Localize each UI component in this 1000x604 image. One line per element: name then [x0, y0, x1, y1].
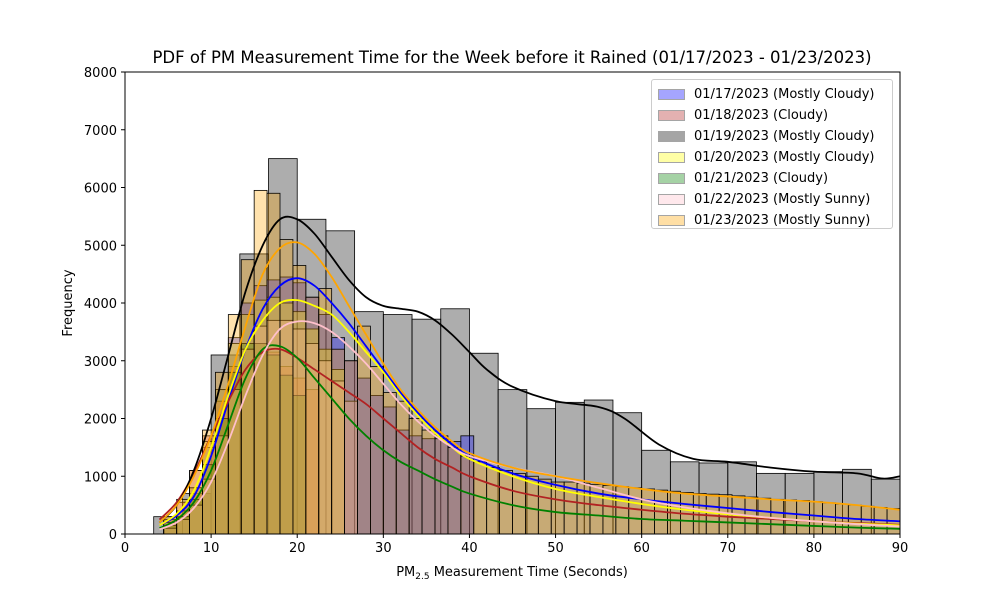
- legend-item: 01/20/2023 (Mostly Cloudy): [658, 147, 892, 168]
- x-tick-label: 70: [720, 541, 737, 556]
- x-axis-label-main: PM: [396, 565, 415, 580]
- histogram-bar: [809, 501, 823, 535]
- histogram-bar: [395, 400, 410, 535]
- histogram-bar: [266, 192, 281, 535]
- x-tick-label: 80: [806, 541, 823, 556]
- legend-label: 01/20/2023 (Mostly Cloudy): [694, 150, 875, 165]
- histogram-bar: [370, 366, 384, 535]
- legend-item: 01/19/2023 (Mostly Cloudy): [658, 126, 892, 147]
- x-axis-label: PM2.5 Measurement Time (Seconds): [396, 565, 628, 582]
- histogram-bar: [796, 500, 810, 535]
- histogram-bar: [292, 265, 307, 535]
- histogram-bar: [612, 412, 643, 535]
- legend-label: 01/17/2023 (Mostly Cloudy): [694, 87, 875, 102]
- histogram-bar: [783, 499, 798, 535]
- legend: 01/17/2023 (Mostly Cloudy) 01/18/2023 (Cl…: [651, 79, 893, 229]
- legend-swatch: [658, 152, 685, 163]
- x-tick-label: 30: [375, 541, 392, 556]
- x-axis-label-sub: 2.5: [415, 572, 429, 582]
- histogram-bar: [421, 429, 436, 535]
- histogram-bar: [583, 399, 614, 535]
- x-axis-label-rest: Measurement Time (Seconds): [430, 565, 628, 580]
- legend-item: 01/17/2023 (Mostly Cloudy): [658, 84, 892, 105]
- legend-label: 01/22/2023 (Mostly Sunny): [694, 192, 871, 207]
- x-tick-label: 0: [121, 541, 129, 556]
- histogram-bar: [784, 472, 815, 535]
- y-tick-label: 5000: [84, 239, 117, 254]
- histogram-bar: [382, 392, 397, 535]
- legend-item: 01/23/2023 (Mostly Sunny): [658, 210, 892, 231]
- histogram-bar: [434, 438, 449, 535]
- x-axis-ticks: 0 10 20 30 40 50 60 70 80 90: [121, 534, 908, 556]
- kde-line-2: [158, 347, 901, 526]
- y-tick-label: 8000: [84, 66, 117, 81]
- x-tick-label: 90: [892, 541, 909, 556]
- legend-label: 01/21/2023 (Cloudy): [694, 171, 829, 186]
- kde-line-3: [158, 215, 901, 524]
- y-tick-label: 2000: [84, 413, 117, 428]
- legend-item: 01/22/2023 (Mostly Sunny): [658, 189, 892, 210]
- chart-title: PDF of PM Measurement Time for the Week …: [152, 48, 871, 67]
- y-tick-label: 1000: [84, 470, 117, 485]
- histogram-bar: [411, 318, 442, 535]
- kde-line-7: [158, 241, 901, 524]
- kde-line-6: [159, 320, 901, 531]
- legend-swatch: [658, 131, 685, 142]
- histogram-bar: [344, 360, 358, 535]
- y-tick-label: 7000: [84, 124, 117, 139]
- legend-label: 01/23/2023 (Mostly Sunny): [694, 213, 871, 228]
- x-tick-label: 60: [633, 541, 650, 556]
- x-tick-label: 40: [461, 541, 478, 556]
- y-axis-label: Frequency: [61, 269, 76, 336]
- histogram-bar: [447, 446, 462, 535]
- x-tick-label: 10: [203, 541, 220, 556]
- y-axis-ticks: 0 1000 2000 3000 4000 5000 6000 7000 8000: [84, 66, 125, 543]
- legend-swatch: [658, 89, 685, 100]
- histogram-bar: [525, 475, 539, 535]
- histogram-bar: [628, 487, 643, 535]
- y-tick-label: 0: [109, 528, 117, 543]
- histogram-bar: [331, 348, 345, 535]
- histogram-bar: [822, 502, 836, 535]
- kde-line-5: [159, 344, 901, 530]
- legend-swatch: [658, 173, 685, 184]
- histogram-bar: [770, 498, 785, 535]
- y-tick-label: 3000: [84, 355, 117, 370]
- histogram-bar: [469, 352, 499, 535]
- histogram-bar: [305, 296, 320, 535]
- histogram-bar: [408, 418, 423, 535]
- hist-series-3: [153, 158, 901, 535]
- histogram-bar: [202, 429, 216, 535]
- legend-swatch: [658, 194, 685, 205]
- x-tick-label: 20: [289, 541, 306, 556]
- legend-swatch: [658, 215, 685, 226]
- legend-swatch: [658, 110, 685, 121]
- kde-line-4: [158, 298, 901, 527]
- legend-label: 01/18/2023 (Cloudy): [694, 108, 829, 123]
- histogram-bar: [382, 314, 413, 535]
- legend-label: 01/19/2023 (Mostly Cloudy): [694, 129, 875, 144]
- legend-item: 01/18/2023 (Cloudy): [658, 105, 892, 126]
- kde-curves: [158, 215, 901, 531]
- legend-item: 01/21/2023 (Cloudy): [658, 168, 892, 189]
- x-tick-label: 50: [547, 541, 564, 556]
- y-tick-label: 4000: [84, 297, 117, 312]
- histogram-bar: [512, 472, 526, 535]
- y-tick-label: 6000: [84, 182, 117, 197]
